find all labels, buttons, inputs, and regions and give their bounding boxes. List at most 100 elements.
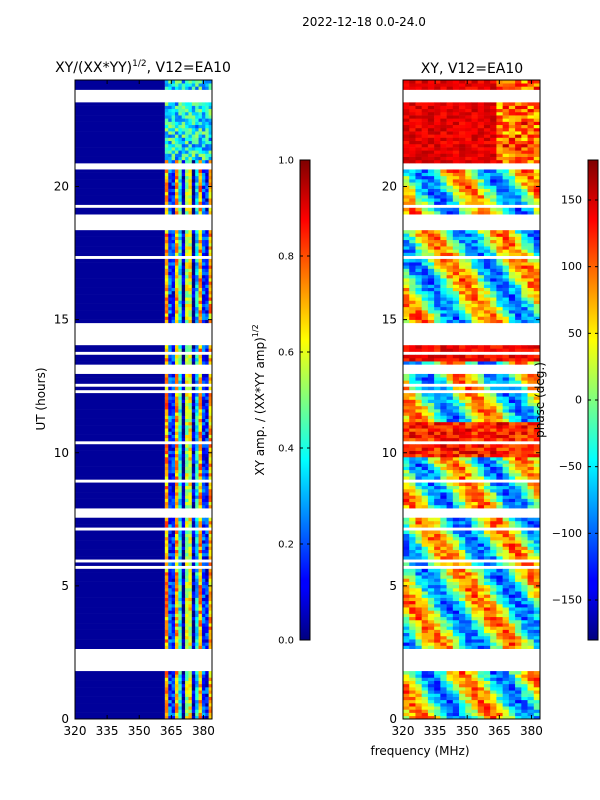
amp-cell bbox=[188, 533, 193, 538]
amp-cell bbox=[175, 313, 179, 317]
amp-cell bbox=[171, 428, 176, 432]
phase-cell bbox=[527, 361, 535, 365]
phase-cell bbox=[427, 396, 435, 400]
phase-cell bbox=[440, 591, 447, 595]
amp-cell bbox=[195, 690, 199, 694]
phase-cell bbox=[440, 415, 447, 419]
phase-cell bbox=[427, 313, 435, 317]
phase-cell bbox=[527, 453, 535, 458]
phase-cell bbox=[515, 431, 522, 435]
amp-cell bbox=[191, 706, 196, 710]
amp-cell bbox=[205, 421, 209, 426]
phase-cell bbox=[527, 588, 535, 592]
phase-cell bbox=[483, 488, 491, 493]
amp-cell bbox=[185, 520, 189, 525]
phase-cell bbox=[446, 575, 454, 579]
amp-cell bbox=[181, 290, 186, 295]
left-xtick-label: 365 bbox=[160, 724, 183, 738]
amp-cell bbox=[195, 623, 199, 627]
phase-cell bbox=[465, 361, 472, 365]
phase-cell bbox=[508, 683, 516, 688]
phase-cell bbox=[502, 380, 510, 384]
phase-cell bbox=[403, 278, 410, 282]
phase-cell bbox=[421, 268, 429, 272]
phase-cell bbox=[527, 457, 535, 461]
amp-cell bbox=[208, 463, 213, 467]
phase-cell bbox=[465, 284, 472, 288]
phase-cell bbox=[421, 600, 429, 605]
phase-cell bbox=[533, 578, 541, 582]
amp-cell bbox=[205, 377, 209, 381]
phase-cell bbox=[483, 607, 491, 611]
phase-cell bbox=[521, 709, 528, 713]
phase-cell bbox=[446, 594, 454, 598]
phase-cell bbox=[440, 418, 447, 423]
amp-cell bbox=[178, 211, 183, 215]
phase-cell bbox=[440, 428, 447, 432]
phase-cell bbox=[465, 319, 472, 324]
amp-cell bbox=[188, 377, 193, 381]
phase-cell bbox=[415, 610, 422, 614]
phase-cell bbox=[459, 300, 466, 304]
phase-cell bbox=[533, 412, 541, 416]
amp-cell bbox=[208, 690, 213, 694]
amp-cell bbox=[205, 290, 209, 295]
phase-cell bbox=[508, 645, 516, 649]
amp-cell bbox=[201, 453, 206, 458]
phase-cell bbox=[403, 415, 410, 419]
amp-cell bbox=[208, 715, 213, 720]
amp-cell bbox=[198, 354, 203, 359]
phase-cell bbox=[409, 645, 416, 649]
amp-cell bbox=[208, 287, 213, 292]
amp-cell bbox=[195, 639, 199, 643]
amp-cell bbox=[181, 316, 186, 320]
phase-cell bbox=[452, 709, 460, 713]
amp-cell bbox=[178, 281, 183, 285]
phase-cell bbox=[527, 549, 535, 554]
phase-cell bbox=[415, 591, 422, 595]
amp-cell bbox=[171, 469, 176, 474]
amp-cell bbox=[185, 396, 189, 400]
amp-cell bbox=[205, 140, 209, 145]
phase-cell bbox=[421, 687, 429, 691]
phase-cell bbox=[446, 472, 454, 477]
phase-cell bbox=[409, 533, 416, 538]
phase-cell bbox=[527, 313, 535, 317]
phase-cell bbox=[409, 588, 416, 592]
phase-cell bbox=[446, 517, 454, 522]
amp-cell bbox=[168, 230, 172, 234]
phase-cell bbox=[459, 306, 466, 311]
amp-cell bbox=[198, 377, 203, 381]
phase-cell bbox=[527, 412, 535, 416]
phase-cell bbox=[427, 354, 435, 359]
amp-cell bbox=[185, 613, 189, 618]
phase-cell bbox=[421, 472, 429, 477]
phase-cell bbox=[477, 556, 485, 560]
amp-cell bbox=[191, 361, 196, 365]
phase-cell bbox=[409, 303, 416, 308]
amp-cell bbox=[171, 201, 176, 205]
phase-cell bbox=[446, 453, 454, 458]
amp-cell bbox=[185, 172, 189, 177]
phase-cell bbox=[471, 393, 479, 397]
amp-cell bbox=[181, 182, 186, 186]
amp-row-base bbox=[75, 594, 165, 598]
phase-cell bbox=[446, 265, 454, 269]
phase-cell bbox=[427, 258, 435, 263]
amp-cell bbox=[188, 476, 193, 480]
amp-cell bbox=[164, 616, 169, 621]
phase-cell bbox=[496, 402, 503, 407]
phase-cell bbox=[403, 361, 410, 365]
phase-cell bbox=[502, 396, 510, 400]
phase-cell bbox=[434, 386, 441, 391]
phase-cell bbox=[452, 699, 460, 704]
phase-cell bbox=[409, 530, 416, 534]
phase-cell bbox=[452, 297, 460, 301]
amp-cell bbox=[188, 642, 193, 646]
amp-cell bbox=[178, 504, 183, 509]
amp-cell bbox=[178, 524, 183, 528]
amp-cell bbox=[208, 268, 213, 272]
phase-cell bbox=[515, 460, 522, 464]
phase-cell bbox=[490, 703, 497, 707]
amp-cell bbox=[205, 393, 209, 397]
